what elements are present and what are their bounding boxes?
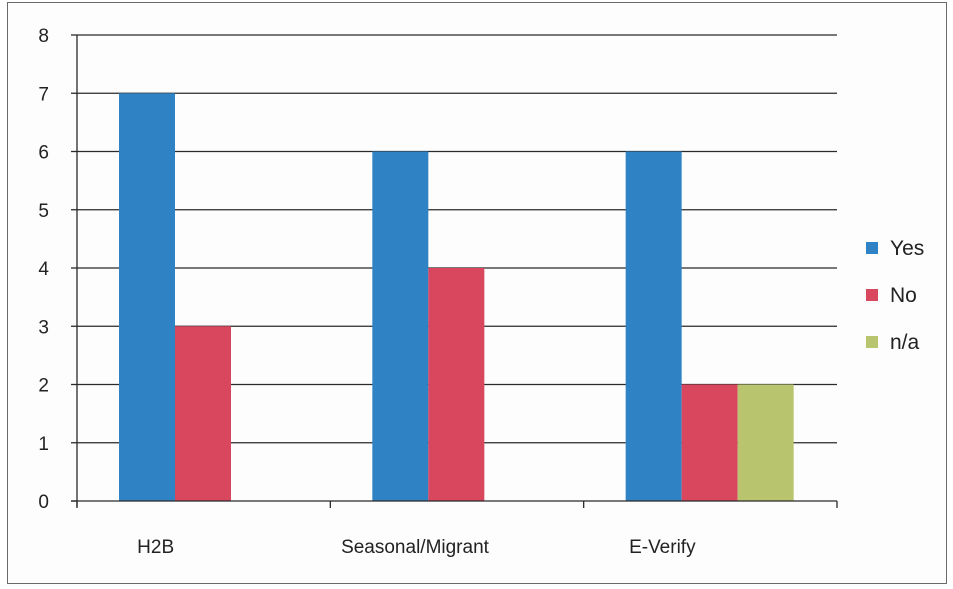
y-tick-label: 2 [38,376,49,397]
axes [71,34,838,508]
legend-swatch [866,242,878,254]
x-tick-label: Seasonal/Migrant [341,537,490,558]
x-tick-label: H2B [137,537,174,558]
y-tick-label: 7 [38,84,49,105]
bar-no-h2b [175,326,231,501]
bar-yes-h2b [119,93,175,501]
y-tick-label: 5 [38,201,49,222]
bars [119,93,794,501]
bar-yes-e-verify [625,151,682,501]
legend-label: No [890,284,917,307]
x-axis-tick-labels: H2B Seasonal/Migrant E-Verify [137,537,696,558]
y-tick-label: 3 [38,317,49,338]
y-axis-tick-labels: 0 1 2 3 4 5 6 7 8 [38,26,49,513]
y-tick-label: 0 [38,492,49,513]
bar-no-seasonal-migrant [428,268,485,501]
legend-swatch [866,336,878,348]
legend: Yes No n/a [866,237,924,354]
legend-label: Yes [890,237,924,260]
legend-label: n/a [890,331,920,354]
y-tick-label: 6 [38,143,49,164]
y-tick-label: 1 [38,434,49,455]
x-tick-label: E-Verify [629,537,696,558]
y-tick-label: 4 [38,259,49,280]
bar-no-e-verify [681,384,738,501]
bar-yes-seasonal-migrant [372,151,429,501]
bar-na-e-verify [737,384,794,501]
legend-swatch [866,289,878,301]
y-tick-label: 8 [38,26,49,47]
